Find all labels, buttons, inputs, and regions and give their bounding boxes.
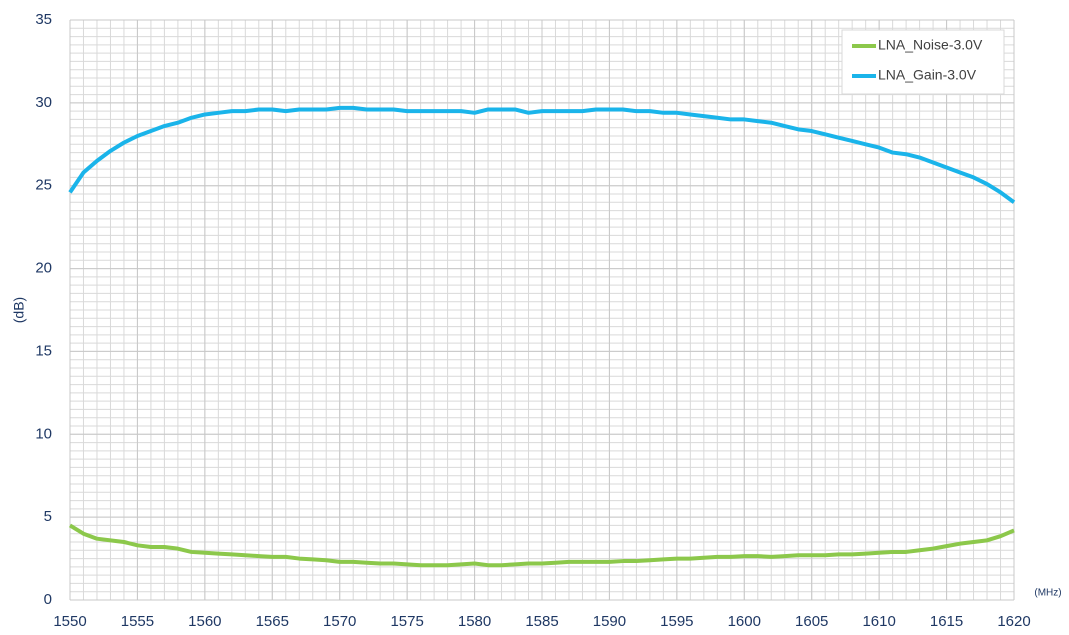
x-tick-label: 1620 — [997, 613, 1030, 630]
legend-box — [841, 29, 1005, 95]
x-tick-label: 1615 — [930, 613, 963, 630]
x-tick-label: 1585 — [525, 613, 558, 630]
legend-label: LNA_Gain-3.0V — [878, 67, 977, 83]
y-tick-label: 20 — [35, 260, 52, 277]
y-tick-label: 5 — [44, 508, 52, 525]
series-line — [68, 523, 1015, 568]
x-tick-label: 1570 — [323, 613, 356, 630]
y-tick-label: 35 — [35, 11, 52, 28]
x-tick-label: 1575 — [390, 613, 423, 630]
y-axis-label: (dB) — [11, 297, 27, 323]
x-tick-label: 1565 — [256, 613, 289, 630]
y-tick-label: 15 — [35, 342, 52, 359]
x-tick-label: 1590 — [593, 613, 626, 630]
y-tick-label: 30 — [35, 94, 52, 111]
x-tick-label: 1580 — [458, 613, 491, 630]
y-tick-label: 0 — [44, 591, 52, 608]
x-tick-label: 1560 — [188, 613, 221, 630]
grid — [69, 19, 1015, 601]
y-tick-label: 25 — [35, 177, 52, 194]
x-tick-label: 1600 — [728, 613, 761, 630]
x-tick-label: 1595 — [660, 613, 693, 630]
x-tick-label: 1610 — [862, 613, 895, 630]
x-axis-label: (MHz) — [1034, 588, 1061, 599]
series-line — [68, 105, 1016, 204]
x-tick-label: 1555 — [121, 613, 154, 630]
y-tick-label: 10 — [35, 425, 52, 442]
x-tick-label: 1550 — [53, 613, 86, 630]
legend-label: LNA_Noise-3.0V — [878, 37, 983, 53]
x-tick-label: 1605 — [795, 613, 828, 630]
